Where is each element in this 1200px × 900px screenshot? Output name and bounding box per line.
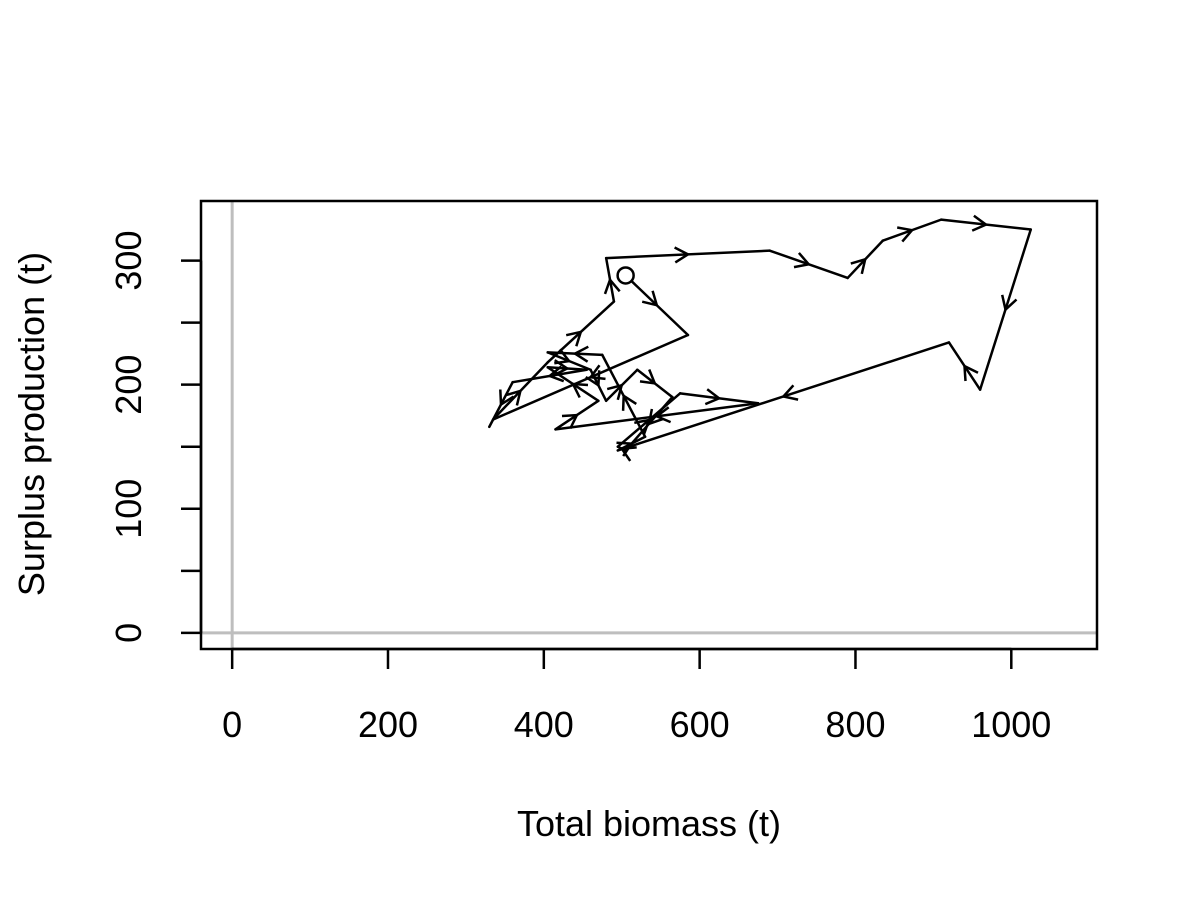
arrow-head <box>621 393 637 411</box>
y-axis-title: Surplus production (t) <box>11 252 52 596</box>
arrow-head <box>896 226 915 243</box>
arrow-head <box>641 290 659 307</box>
arrow-head <box>781 384 799 401</box>
y-axis: 0 100 200 300 <box>108 231 203 643</box>
x-tick-label: 200 <box>358 704 418 745</box>
x-axis: 0 200 400 600 800 1000 <box>222 647 1051 745</box>
arrow-head <box>603 277 621 295</box>
arrow-head <box>704 388 722 406</box>
arrow-head <box>1000 294 1018 312</box>
arrow-head <box>971 214 989 232</box>
arrow-head <box>674 246 691 264</box>
x-tick-label: 0 <box>222 704 242 745</box>
arrow-head <box>588 364 606 381</box>
arrow-head <box>963 364 979 382</box>
arrow-head <box>647 408 664 426</box>
x-tick-label: 600 <box>670 704 730 745</box>
y-tick-label: 300 <box>108 231 149 291</box>
x-tick-label: 800 <box>825 704 885 745</box>
arrow-head <box>619 446 637 462</box>
y-tick-label: 100 <box>108 479 149 539</box>
arrow-head <box>585 370 601 388</box>
arrow-head <box>565 330 583 347</box>
arrow-head <box>505 389 523 406</box>
x-axis-title: Total biomass (t) <box>517 803 781 844</box>
arrow-head <box>561 413 579 430</box>
series-path <box>488 214 1033 462</box>
start-point <box>616 266 635 285</box>
arrow-head <box>547 365 565 383</box>
y-tick-label: 0 <box>108 623 149 643</box>
arrow-head <box>639 369 657 385</box>
arrow-head <box>572 345 589 363</box>
arrow-head <box>553 359 570 377</box>
arrow-head <box>793 252 812 269</box>
arrow-head <box>850 257 867 275</box>
arrow-head <box>606 383 624 401</box>
reference-lines <box>201 201 1097 649</box>
arrow-head <box>654 406 672 424</box>
x-tick-label: 1000 <box>971 704 1051 745</box>
x-tick-label: 400 <box>514 704 574 745</box>
arrow-head <box>499 389 515 407</box>
arrow-head <box>570 382 589 399</box>
y-tick-label: 200 <box>108 355 149 415</box>
arrow-head <box>634 418 651 435</box>
